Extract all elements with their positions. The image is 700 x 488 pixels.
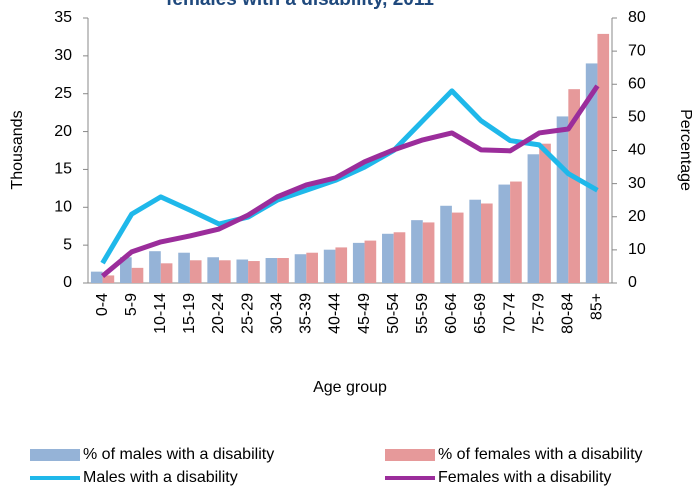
x-tick-label: 50-54 xyxy=(385,293,402,334)
bar xyxy=(469,199,481,283)
bar xyxy=(323,249,336,283)
y2-tick-label: 60 xyxy=(628,75,646,92)
y-tick-label: 0 xyxy=(63,274,72,291)
bar xyxy=(248,261,260,283)
x-tick-label: 80-84 xyxy=(560,293,577,334)
x-tick-label: 70-74 xyxy=(501,293,518,334)
bar xyxy=(539,143,551,283)
legend-swatch xyxy=(385,449,435,461)
y2-tick-label: 50 xyxy=(628,109,646,126)
legend-label: % of females with a disability xyxy=(438,446,643,463)
bar xyxy=(382,233,394,283)
bar xyxy=(364,240,377,283)
bar xyxy=(597,33,610,284)
bar xyxy=(120,257,132,283)
y-tick-label: 30 xyxy=(54,47,72,64)
bar xyxy=(451,212,464,283)
bar xyxy=(585,63,598,283)
bar xyxy=(149,251,161,283)
x-tick-label: 15-19 xyxy=(181,293,198,334)
bar xyxy=(102,275,115,283)
bar xyxy=(236,259,249,283)
y2-tick-label: 70 xyxy=(628,42,646,59)
bar xyxy=(335,247,348,283)
x-tick-label: 5-9 xyxy=(123,293,140,316)
x-tick-label: 0-4 xyxy=(94,293,111,316)
y-tick-label: 15 xyxy=(54,161,72,178)
x-tick-label: 30-34 xyxy=(268,293,285,334)
legend-label: % of males with a disability xyxy=(83,446,274,463)
x-tick-label: 20-24 xyxy=(210,293,227,334)
bar xyxy=(178,252,190,283)
bar xyxy=(131,267,144,283)
y-tick-label: 35 xyxy=(54,9,72,26)
line-series xyxy=(100,84,600,278)
bar xyxy=(352,242,365,283)
bar xyxy=(510,181,522,283)
y2-axis-label: Percentage xyxy=(677,109,694,191)
bar xyxy=(189,260,202,283)
x-tick-label: 85+ xyxy=(589,293,606,320)
x-tick-label: 55-59 xyxy=(414,293,431,334)
x-tick-label: 25-29 xyxy=(239,293,256,334)
bar xyxy=(527,154,540,283)
x-tick-label: 75-79 xyxy=(530,293,547,334)
legend-label: Males with a disability xyxy=(83,469,238,486)
legend-label: Females with a disability xyxy=(438,469,611,486)
bar xyxy=(411,220,423,283)
bar xyxy=(393,232,406,283)
y2-tick-label: 0 xyxy=(628,274,637,291)
bar xyxy=(207,257,219,283)
bar xyxy=(160,263,173,283)
bar xyxy=(440,205,452,283)
bar xyxy=(90,271,103,283)
y-tick-label: 25 xyxy=(54,85,72,102)
y2-tick-label: 40 xyxy=(628,142,646,159)
bar xyxy=(294,254,307,283)
bar xyxy=(556,116,569,283)
chart-title: females with a disability, 2011 xyxy=(166,0,434,10)
x-tick-label: 65-69 xyxy=(472,293,489,334)
y2-tick-label: 20 xyxy=(628,208,646,225)
bar xyxy=(277,258,289,283)
y2-tick-label: 80 xyxy=(628,9,646,26)
y-axis-label: Thousands xyxy=(9,110,26,189)
bar xyxy=(219,260,231,283)
y-tick-label: 20 xyxy=(54,123,72,140)
x-axis-label: Age group xyxy=(313,379,387,396)
y2-tick-label: 10 xyxy=(628,241,646,258)
x-tick-label: 35-39 xyxy=(298,293,315,334)
bar xyxy=(306,252,318,283)
bar xyxy=(568,89,580,284)
x-tick-label: 40-44 xyxy=(327,293,344,334)
bar xyxy=(265,258,278,283)
line-series xyxy=(100,88,599,265)
x-tick-label: 60-64 xyxy=(443,293,460,334)
x-tick-label: 10-14 xyxy=(152,293,169,334)
legend-swatch xyxy=(30,449,80,461)
x-tick-label: 45-49 xyxy=(356,293,373,334)
y-tick-label: 5 xyxy=(63,236,72,253)
bar xyxy=(481,203,493,283)
bar xyxy=(498,184,511,283)
y2-tick-label: 30 xyxy=(628,175,646,192)
bar xyxy=(422,222,435,283)
y-tick-label: 10 xyxy=(54,199,72,216)
